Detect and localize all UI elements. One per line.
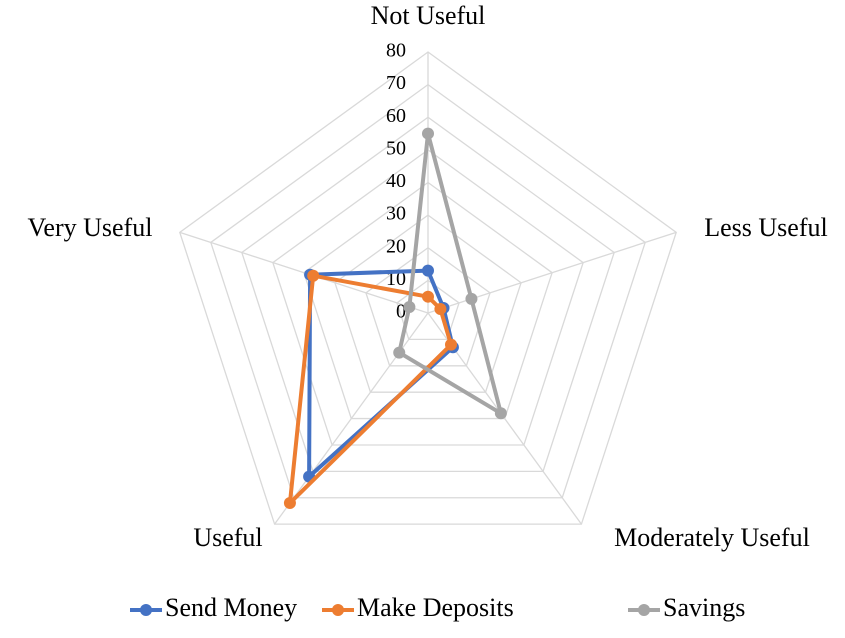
legend-label: Send Money	[165, 593, 297, 622]
legend-marker	[638, 604, 650, 616]
category-label: Useful	[193, 523, 262, 552]
tick-label: 70	[386, 72, 406, 94]
grid-ring	[396, 279, 460, 341]
marker	[494, 407, 507, 420]
category-label: Very Useful	[28, 213, 153, 242]
marker	[403, 300, 416, 313]
legend-marker	[332, 604, 344, 616]
tick-label: 60	[386, 105, 406, 127]
tick-label: 50	[386, 137, 406, 159]
tick-label: 20	[386, 235, 406, 257]
series-line	[397, 131, 503, 416]
marker	[393, 346, 406, 359]
marker	[445, 338, 458, 351]
marker	[422, 264, 434, 277]
grid-ring	[210, 83, 646, 499]
spoke	[179, 231, 429, 314]
tick-label: 30	[386, 203, 406, 225]
marker	[307, 269, 320, 282]
tick-label: 0	[396, 301, 406, 323]
grid-ring	[303, 181, 553, 420]
legend-label: Make Deposits	[357, 593, 514, 622]
category-label: Not Useful	[371, 1, 486, 30]
category-label: Moderately Useful	[614, 523, 810, 552]
tick-label: 40	[386, 170, 406, 192]
legend-marker	[140, 604, 152, 616]
grid-ring	[272, 149, 584, 446]
grid-ring	[241, 116, 615, 473]
marker	[422, 290, 434, 303]
legend-label: Savings	[663, 593, 745, 622]
marker	[422, 127, 434, 140]
marker	[465, 292, 478, 305]
tick-label: 80	[386, 40, 406, 62]
marker	[434, 302, 447, 315]
marker	[283, 497, 296, 510]
grid-ring	[179, 51, 677, 525]
category-label: Less Useful	[704, 213, 827, 242]
